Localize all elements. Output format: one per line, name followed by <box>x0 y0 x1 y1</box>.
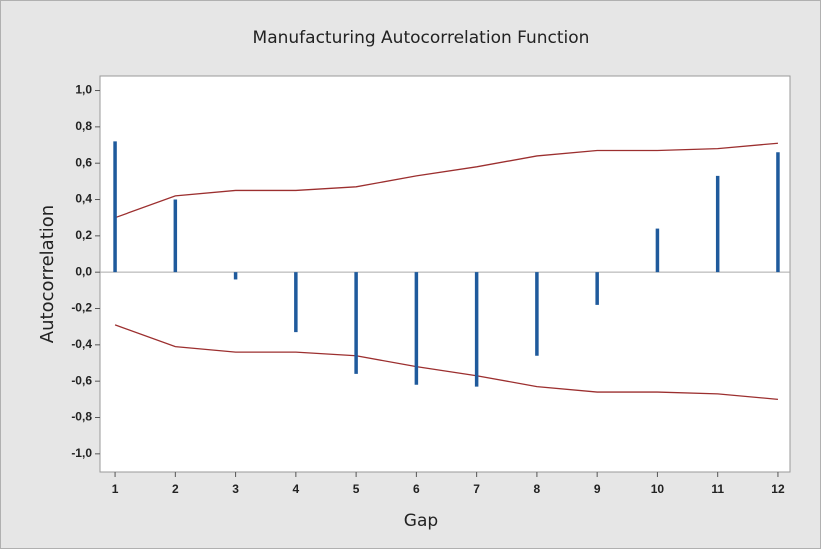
chart-title: Manufacturing Autocorrelation Function <box>253 28 590 48</box>
confidence-limit <box>114 142 779 219</box>
x-tick-label: 5 <box>353 482 360 496</box>
x-tick-label: 10 <box>651 482 665 496</box>
x-tick-label: 12 <box>771 482 785 496</box>
y-tick-label: -0,6 <box>71 373 92 387</box>
y-tick-label: 1,0 <box>75 83 92 97</box>
y-tick-label: 0,8 <box>75 119 92 133</box>
y-axis-label: Autocorrelation <box>37 205 58 343</box>
x-axis-label: Gap <box>404 511 438 531</box>
plot-area <box>99 75 791 473</box>
x-tick-label: 9 <box>594 482 601 496</box>
y-tick-label: 0,6 <box>75 155 92 169</box>
x-tick-label: 1 <box>112 482 119 496</box>
y-tick-label: 0,2 <box>75 228 92 242</box>
x-tick-label: 8 <box>534 482 541 496</box>
confidence-limit <box>114 324 779 400</box>
x-tick-label: 2 <box>172 482 179 496</box>
y-tick-label: -0,2 <box>71 301 92 315</box>
x-tick-label: 6 <box>413 482 420 496</box>
x-tick-label: 4 <box>293 482 300 496</box>
x-tick-label: 11 <box>711 482 724 496</box>
y-tick-label: -0,8 <box>71 410 92 424</box>
y-tick-label: -0,4 <box>71 337 92 351</box>
y-tick-label: 0,4 <box>75 192 92 206</box>
x-tick-label: 7 <box>473 482 480 496</box>
y-tick-label: -1,0 <box>71 446 92 460</box>
y-tick-label: 0,0 <box>75 264 92 278</box>
x-tick-label: 3 <box>232 482 239 496</box>
